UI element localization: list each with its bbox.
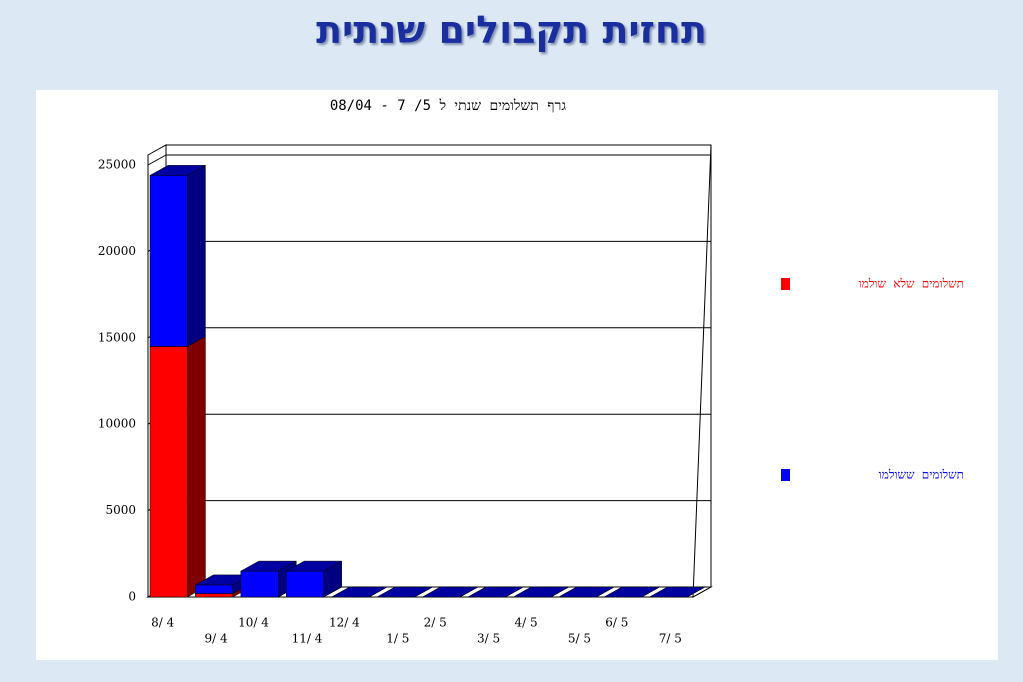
- bar-top: [466, 586, 525, 598]
- bar: [195, 593, 234, 598]
- bar-top: [285, 560, 343, 572]
- x-tick-label: 4/ 5: [514, 616, 537, 630]
- bar-side: [187, 336, 206, 598]
- x-tick-label: 6/ 5: [605, 616, 628, 630]
- legend-swatch: [781, 278, 790, 290]
- x-tick-label: 7/ 5: [659, 632, 682, 646]
- x-tick-label: 2/ 5: [424, 616, 447, 630]
- y-tick-label: 10000: [98, 417, 136, 431]
- bar-top: [149, 165, 207, 176]
- chart-title: גרף תשלומים שנתי ל 5/ 7 - 08/04: [330, 98, 567, 114]
- x-tick-label: 3/ 5: [477, 632, 500, 646]
- bar: [195, 584, 234, 594]
- y-tick-label: 15000: [98, 330, 136, 344]
- y-tick-label: 0: [128, 590, 136, 604]
- x-tick-label: 12/ 4: [329, 616, 360, 630]
- bar: [149, 346, 188, 598]
- x-tick-label: 5/ 5: [568, 632, 591, 646]
- bar-top: [512, 586, 570, 598]
- bar-top: [330, 586, 389, 598]
- bar-top: [603, 586, 661, 598]
- bar: [286, 570, 324, 598]
- legend-swatch: [781, 469, 790, 481]
- y-tick-label: 5000: [105, 503, 136, 517]
- bar-top: [239, 560, 298, 572]
- bar-side: [187, 164, 206, 347]
- bar: [240, 570, 279, 598]
- back-wall: [165, 144, 712, 588]
- bar-top: [376, 586, 434, 598]
- bar: [149, 175, 188, 347]
- x-tick-label: 10/ 4: [238, 616, 269, 630]
- bar-top: [421, 586, 479, 598]
- legend-label: תשלומים ששולמו: [879, 468, 964, 482]
- x-tick-label: 11/ 4: [292, 632, 323, 646]
- bar-top: [648, 586, 706, 598]
- x-tick-label: 1/ 5: [386, 632, 409, 646]
- x-tick-label: 9/ 4: [205, 632, 228, 646]
- chart: גרף תשלומים שנתי ל 5/ 7 - 08/04 0 5000 100…: [36, 90, 998, 660]
- y-tick-label: 25000: [98, 158, 136, 172]
- slide-title: תחזית תקבולים שנתית: [316, 8, 707, 52]
- y-tick-label: 20000: [98, 244, 136, 258]
- right-edge: [692, 144, 712, 598]
- grid-line-side: [147, 154, 167, 166]
- x-tick-label: 8/ 4: [151, 616, 174, 630]
- legend-label: תשלומים שלא שולמו: [859, 277, 964, 291]
- bar-top: [557, 586, 616, 598]
